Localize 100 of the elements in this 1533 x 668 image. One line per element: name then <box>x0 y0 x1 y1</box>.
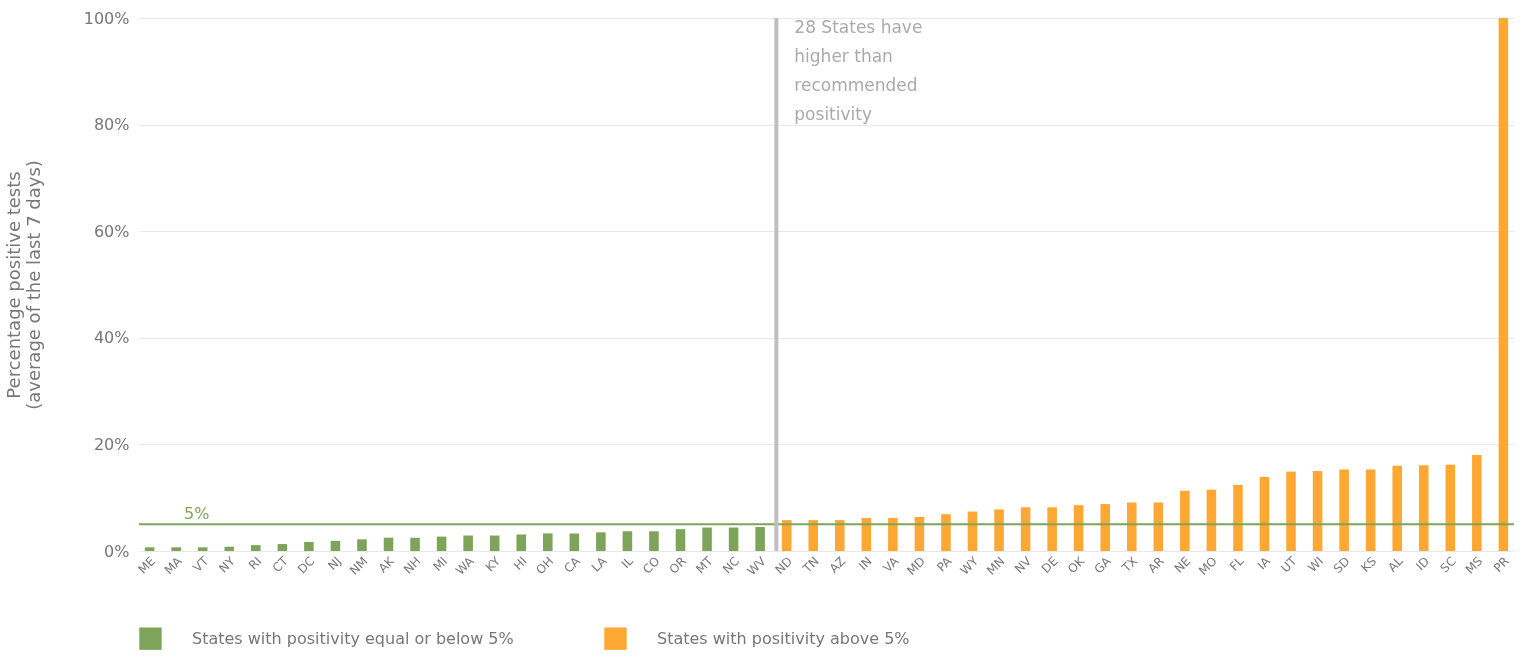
ref-line-label: 28 States have higher than recommended positivity <box>794 17 923 124</box>
x-tick-label: WI <box>1305 554 1327 575</box>
x-tick-label: CO <box>639 554 663 577</box>
bar <box>1418 465 1429 551</box>
x-tick-label: LA <box>588 553 610 575</box>
x-tick-label: PR <box>1490 554 1512 575</box>
x-tick-label: WY <box>957 553 982 578</box>
bar <box>410 537 420 551</box>
bar <box>808 520 819 551</box>
x-tick-label: OH <box>533 554 557 578</box>
bar <box>834 520 845 551</box>
x-tick-label: HI <box>510 554 530 573</box>
bar <box>330 540 341 551</box>
x-tick-label: IN <box>856 554 875 573</box>
x-tick-label: MS <box>1462 554 1486 577</box>
bar <box>888 517 898 551</box>
x-tick-label: NC <box>719 554 743 577</box>
legend-label: States with positivity above 5% <box>657 628 910 648</box>
x-tick-label: PA <box>934 553 955 575</box>
x-tick-label: ID <box>1413 554 1433 574</box>
x-tick-label: VT <box>190 553 212 575</box>
x-tick-label: NJ <box>325 554 344 573</box>
y-axis-title: Percentage positive tests (average of the last 7 days) <box>2 160 44 410</box>
x-tick-label: DC <box>295 554 318 577</box>
bar <box>383 537 394 551</box>
y-tick-label: 20% <box>93 434 130 454</box>
bar <box>1073 505 1084 551</box>
bar <box>436 536 447 551</box>
x-tick-label: ND <box>772 554 796 577</box>
x-tick-label: NE <box>1171 554 1194 576</box>
bar <box>1286 471 1296 551</box>
bar <box>1126 502 1137 551</box>
x-tick-label: CT <box>269 553 292 576</box>
bar <box>941 514 951 551</box>
x-tick-label: UT <box>1278 553 1300 576</box>
x-tick-label: MT <box>693 553 717 577</box>
x-tick-label: MI <box>430 554 451 574</box>
bar <box>304 541 314 551</box>
ref-line-label: 5% <box>184 504 210 524</box>
bar <box>1206 489 1217 551</box>
bar <box>357 539 367 551</box>
x-tick-label: AZ <box>826 554 849 576</box>
x-tick-label: ME <box>135 554 159 577</box>
x-tick-label: MO <box>1195 554 1220 578</box>
bar <box>675 529 686 551</box>
x-tick-label: VA <box>880 553 902 576</box>
bar <box>463 535 473 551</box>
bar <box>622 531 633 551</box>
bar <box>702 527 712 551</box>
x-tick-label: SC <box>1437 554 1459 576</box>
bar <box>1339 469 1349 551</box>
bar <box>1259 476 1270 551</box>
x-tick-label: GA <box>1091 553 1115 577</box>
x-tick-label: NM <box>346 554 371 578</box>
y-tick-label: 40% <box>93 328 130 348</box>
y-tick-label: 80% <box>93 115 130 135</box>
x-tick-label: WA <box>453 553 478 578</box>
x-tick-label: RI <box>245 554 265 573</box>
x-tick-label: AK <box>375 553 398 576</box>
bar <box>1020 507 1031 551</box>
bar <box>224 546 235 551</box>
bar <box>516 534 527 551</box>
x-tick-label: CA <box>561 553 584 576</box>
x-tick-label: KY <box>482 553 504 575</box>
y-tick-label: 0% <box>104 541 130 561</box>
x-tick-label: NY <box>216 553 239 576</box>
bar <box>569 533 580 551</box>
bar <box>144 547 155 551</box>
legend-label: States with positivity equal or below 5% <box>192 628 514 648</box>
x-tick-label: OK <box>1065 553 1088 577</box>
bar <box>1392 465 1402 551</box>
bar <box>1100 504 1110 551</box>
x-tick-label: MD <box>904 554 928 578</box>
bar <box>197 547 208 551</box>
bar <box>994 509 1004 551</box>
bar <box>1312 471 1323 551</box>
y-tick-label: 60% <box>93 221 130 241</box>
bar <box>543 533 553 551</box>
x-tick-label: IL <box>618 553 637 572</box>
bar <box>277 544 288 551</box>
bar <box>1153 502 1164 551</box>
x-tick-label: NV <box>1012 553 1035 577</box>
bar <box>1498 18 1509 551</box>
bar <box>171 547 181 551</box>
x-tick-label: WV <box>744 553 770 579</box>
x-tick-label: DE <box>1038 554 1061 576</box>
bar <box>649 531 659 551</box>
x-tick-label: IA <box>1254 553 1274 573</box>
x-tick-label: MA <box>161 553 186 578</box>
x-tick-label: MN <box>983 554 1008 578</box>
x-tick-label: TN <box>799 554 822 577</box>
bar <box>1047 507 1057 551</box>
x-tick-label: AL <box>1385 553 1406 575</box>
bar <box>1445 464 1456 551</box>
bar <box>489 535 500 551</box>
y-tick-label: 100% <box>83 8 130 28</box>
bar <box>728 527 739 551</box>
bar <box>1233 484 1243 551</box>
x-tick-label: NH <box>400 554 424 577</box>
bar <box>251 545 261 551</box>
